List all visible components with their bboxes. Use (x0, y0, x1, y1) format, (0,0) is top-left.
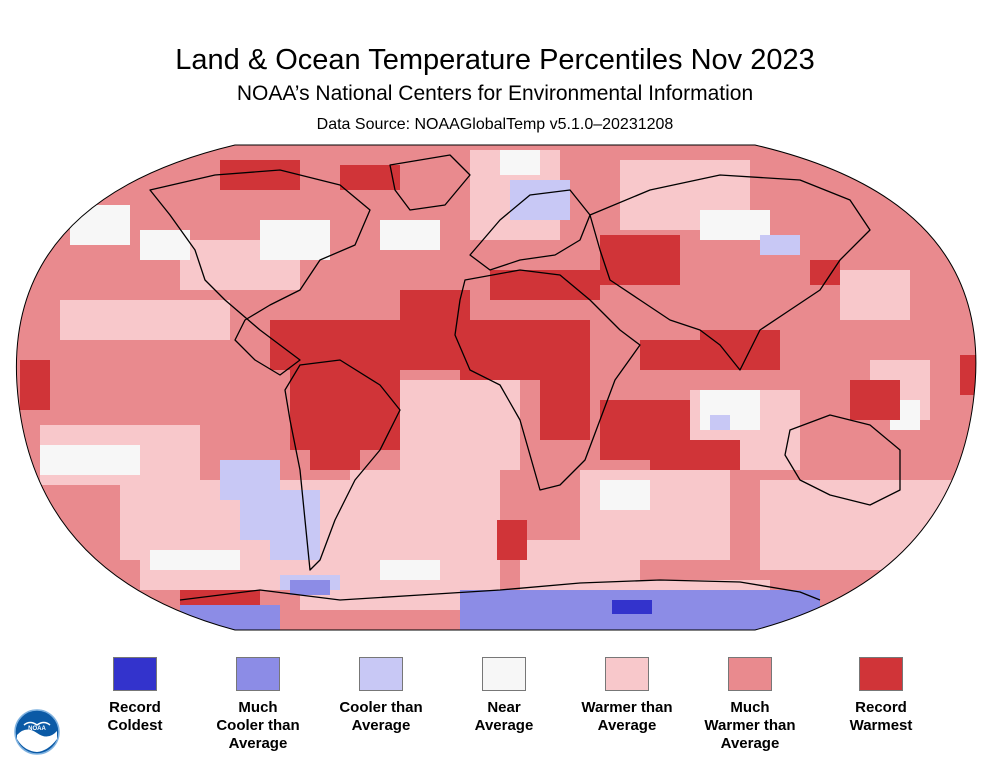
legend-item-record-coldest: Record Coldest (70, 657, 200, 735)
legend-item-record-warmest: Record Warmest (816, 657, 946, 735)
record-coldest-region (612, 600, 652, 614)
map-subtitle: NOAA’s National Centers for Environmenta… (236, 82, 754, 105)
noaa-logo: NOAA (14, 709, 60, 755)
cooler-regions (220, 180, 800, 590)
legend-swatch (482, 657, 526, 691)
continent-outlines (149, 154, 901, 601)
record-warmest-regions (20, 160, 976, 610)
legend-label: Much Warmer than Average (704, 699, 796, 752)
legend-item-warmer: Warmer than Average (562, 657, 692, 735)
legend-label: Warmer than Average (581, 699, 673, 734)
logo-text: NOAA (28, 726, 46, 732)
legend-label: Record Warmest (849, 699, 913, 734)
legend-label: Near Average (474, 699, 534, 734)
africa-outline (454, 269, 641, 491)
legend-item-much-warmer: Much Warmer than Average (685, 657, 815, 753)
south-america-outline (284, 359, 401, 571)
data-source: Data Source: NOAAGlobalTemp v5.1.0–20231… (316, 116, 674, 133)
europe-outline (469, 189, 591, 271)
legend-label: Much Cooler than Average (216, 699, 300, 752)
legend-swatch (236, 657, 280, 691)
legend-swatch (359, 657, 403, 691)
seagull-icon (23, 721, 51, 726)
globe-border (15, 144, 977, 631)
legend-item-much-cooler: Much Cooler than Average (193, 657, 323, 753)
australia-outline (784, 414, 901, 506)
greenland-outline (389, 154, 471, 211)
north-america-outline (149, 169, 371, 376)
map-title: Land & Ocean Temperature Percentiles Nov… (175, 44, 815, 76)
legend-item-near-average: Near Average (439, 657, 569, 735)
legend-swatch (728, 657, 772, 691)
antarctica-outline (179, 579, 821, 601)
world-map (15, 144, 977, 631)
asia-outline (589, 174, 871, 371)
near-average-regions (40, 150, 920, 580)
legend-item-cooler: Cooler than Average (316, 657, 446, 735)
legend-label: Record Coldest (107, 699, 163, 734)
legend-swatch (113, 657, 157, 691)
legend-label: Cooler than Average (339, 699, 423, 734)
legend-swatch (859, 657, 903, 691)
legend-swatch (605, 657, 649, 691)
